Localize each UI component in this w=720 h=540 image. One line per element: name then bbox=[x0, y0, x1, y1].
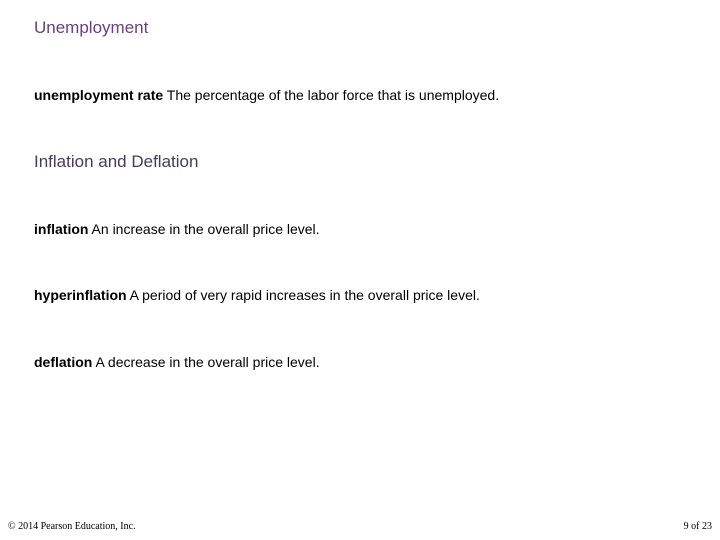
definition-unemployment-rate: unemployment rate The percentage of the … bbox=[34, 86, 686, 104]
page-number: 9 of 23 bbox=[684, 521, 712, 532]
slide-content: Unemployment unemployment rate The perce… bbox=[0, 0, 720, 371]
definition-inflation: inflation An increase in the overall pri… bbox=[34, 220, 686, 238]
definition-text: A period of very rapid increases in the … bbox=[127, 287, 480, 303]
definition-text: A decrease in the overall price level. bbox=[92, 354, 319, 370]
definition-hyperinflation: hyperinflation A period of very rapid in… bbox=[34, 286, 686, 304]
footer: © 2014 Pearson Education, Inc. 9 of 23 bbox=[8, 521, 712, 532]
definition-deflation: deflation A decrease in the overall pric… bbox=[34, 353, 686, 371]
term: unemployment rate bbox=[34, 87, 163, 103]
definition-text: An increase in the overall price level. bbox=[88, 221, 319, 237]
copyright-text: © 2014 Pearson Education, Inc. bbox=[8, 521, 136, 532]
term: hyperinflation bbox=[34, 287, 127, 303]
term: inflation bbox=[34, 221, 88, 237]
term: deflation bbox=[34, 354, 92, 370]
heading-unemployment: Unemployment bbox=[34, 18, 686, 38]
definition-text: The percentage of the labor force that i… bbox=[163, 87, 499, 103]
heading-inflation-deflation: Inflation and Deflation bbox=[34, 152, 686, 172]
